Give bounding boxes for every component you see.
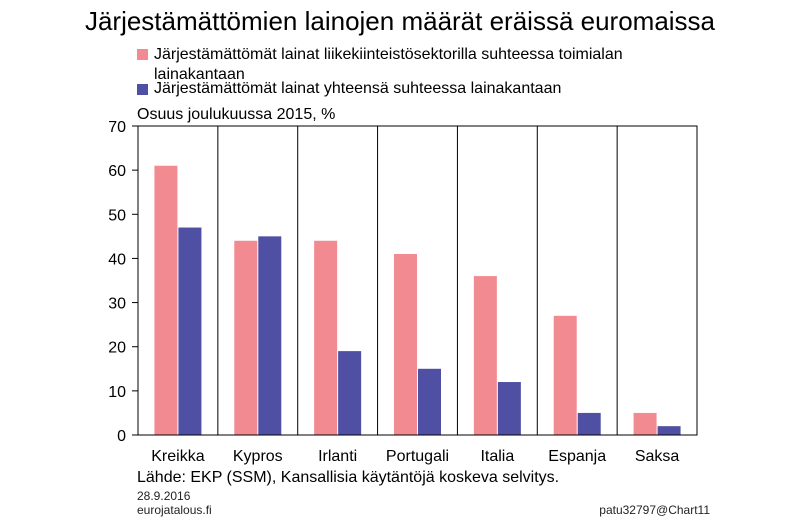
x-tick-label: Portugali	[386, 448, 449, 465]
y-tick-label: 40	[108, 251, 126, 268]
chart-title: Järjestämättömien lainojen määrät eräiss…	[84, 6, 716, 36]
y-tick-label: 60	[108, 163, 126, 180]
legend-label-total-loans: Järjestämättömät lainat yhteensä suhtees…	[154, 80, 562, 97]
legend-entry-total-loans: Järjestämättömät lainat yhteensä suhtees…	[137, 80, 561, 98]
footer-site: eurojatalous.fi	[137, 503, 212, 517]
bar-commercial-real-estate-portugali	[394, 254, 417, 435]
x-tick-label: Irlanti	[318, 448, 357, 465]
y-tick-label: 0	[117, 428, 126, 445]
bar-total-loans-kreikka	[178, 227, 202, 435]
y-tick-label: 70	[108, 119, 126, 136]
y-tick-label: 20	[108, 340, 126, 357]
y-tick-label: 10	[108, 384, 126, 401]
x-tick-label: Kypros	[233, 448, 283, 465]
x-tick-label: Italia	[480, 448, 514, 465]
bar-commercial-real-estate-irlanti	[314, 240, 338, 435]
y-tick-label: 30	[108, 296, 126, 313]
legend-swatch-total-loans	[137, 84, 148, 95]
bar-commercial-real-estate-italia	[473, 276, 497, 435]
y-axis-label: Osuus joulukuussa 2015, %	[137, 106, 336, 123]
bar-total-loans-irlanti	[338, 351, 362, 435]
bar-total-loans-italia	[497, 382, 521, 435]
footer-chart-id: patu32797@Chart11	[599, 503, 710, 517]
bar-total-loans-saksa	[657, 426, 681, 435]
x-tick-label: Saksa	[635, 448, 680, 465]
bar-commercial-real-estate-kreikka	[154, 165, 178, 435]
bar-total-loans-portugali	[418, 368, 441, 435]
x-tick-label: Espanja	[548, 448, 606, 465]
bar-commercial-real-estate-espanja	[553, 315, 577, 435]
legend-entry-commercial-real-estate: Järjestämättömät lainat liikekiinteistös…	[137, 45, 697, 85]
y-tick-label: 50	[108, 207, 126, 224]
bar-commercial-real-estate-kypros	[234, 240, 258, 435]
footer-date: 28.9.2016	[137, 489, 191, 503]
bar-total-loans-kypros	[258, 236, 282, 435]
x-tick-label: Kreikka	[151, 448, 204, 465]
legend-swatch-commercial-real-estate	[137, 49, 148, 60]
bar-commercial-real-estate-saksa	[633, 412, 657, 435]
plot-frame	[137, 125, 698, 436]
bar-total-loans-espanja	[577, 412, 601, 435]
legend-label-commercial-real-estate: Järjestämättömät lainat liikekiinteistös…	[154, 46, 623, 83]
source-note: Lähde: EKP (SSM), Kansallisia käytäntöjä…	[137, 469, 560, 486]
